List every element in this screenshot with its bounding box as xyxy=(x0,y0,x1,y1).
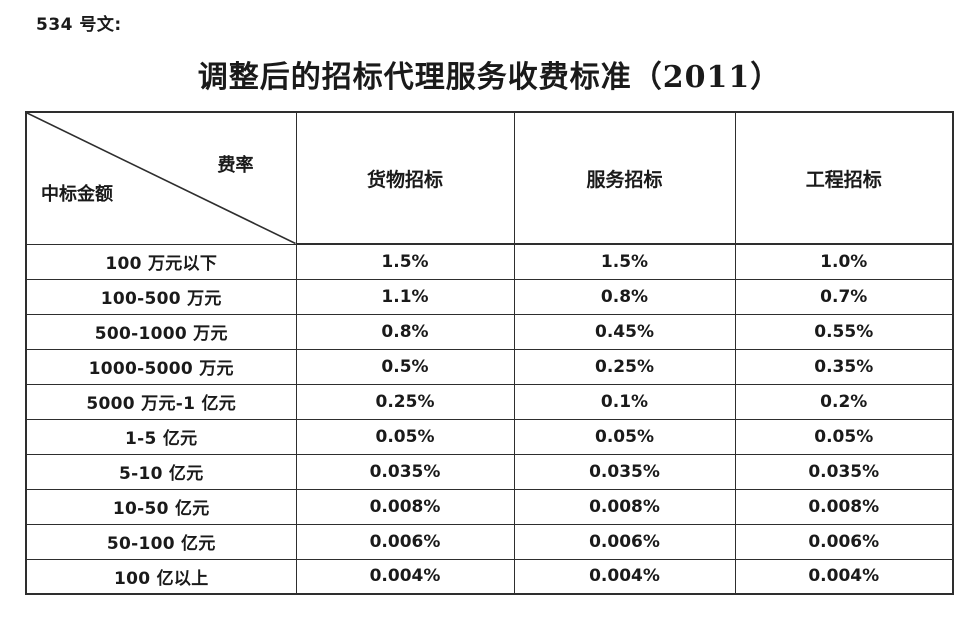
fee-value-services: 0.004% xyxy=(513,558,736,595)
table-row: 100 亿以上 0.004% 0.004% 0.004% xyxy=(25,558,954,595)
amount-tier-label: 1-5 亿元 xyxy=(25,418,297,455)
fee-value-goods: 0.004% xyxy=(295,558,515,595)
fee-value-services: 0.8% xyxy=(513,278,736,315)
fee-value-goods: 1.5% xyxy=(295,243,515,280)
amount-tier-label: 100-500 万元 xyxy=(25,278,297,315)
fee-value-engineering: 0.006% xyxy=(734,523,954,560)
fee-value-engineering: 0.008% xyxy=(734,488,954,525)
fee-value-services: 0.45% xyxy=(513,313,736,350)
corner-label-rate: 费率 xyxy=(217,155,254,176)
fee-value-services: 0.05% xyxy=(513,418,736,455)
table-row: 100-500 万元 1.1% 0.8% 0.7% xyxy=(25,278,954,315)
fee-value-engineering: 0.2% xyxy=(734,383,954,420)
fee-value-engineering: 0.05% xyxy=(734,418,954,455)
fee-value-goods: 0.5% xyxy=(295,348,515,385)
table-row: 10-50 亿元 0.008% 0.008% 0.008% xyxy=(25,488,954,525)
table-row: 5000 万元-1 亿元 0.25% 0.1% 0.2% xyxy=(25,383,954,420)
fee-value-engineering: 0.35% xyxy=(734,348,954,385)
fee-rate-table: 费率 中标金额 货物招标 服务招标 工程招标 100 万元以下 1.5% 1.5… xyxy=(25,111,954,595)
amount-tier-label: 1000-5000 万元 xyxy=(25,348,297,385)
doc-number-label: 534 号文: xyxy=(36,15,122,35)
fee-value-services: 0.25% xyxy=(513,348,736,385)
amount-tier-label: 100 亿以上 xyxy=(25,558,297,595)
fee-value-engineering: 1.0% xyxy=(734,243,954,280)
fee-value-engineering: 0.035% xyxy=(734,453,954,490)
column-header-services: 服务招标 xyxy=(513,111,736,245)
fee-value-services: 0.008% xyxy=(513,488,736,525)
table-row: 500-1000 万元 0.8% 0.45% 0.55% xyxy=(25,313,954,350)
amount-tier-label: 5-10 亿元 xyxy=(25,453,297,490)
fee-value-services: 0.035% xyxy=(513,453,736,490)
table-header-row: 费率 中标金额 货物招标 服务招标 工程招标 xyxy=(25,111,954,245)
fee-value-goods: 0.008% xyxy=(295,488,515,525)
corner-label-amount: 中标金额 xyxy=(41,183,113,205)
fee-value-engineering: 0.7% xyxy=(734,278,954,315)
fee-value-services: 0.006% xyxy=(513,523,736,560)
fee-value-engineering: 0.55% xyxy=(734,313,954,350)
amount-tier-label: 10-50 亿元 xyxy=(25,488,297,525)
fee-value-goods: 1.1% xyxy=(295,278,515,315)
fee-value-goods: 0.25% xyxy=(295,383,515,420)
corner-header-cell: 费率 中标金额 xyxy=(25,111,297,245)
fee-value-services: 1.5% xyxy=(513,243,736,280)
diagonal-divider-line xyxy=(27,113,296,244)
fee-value-engineering: 0.004% xyxy=(734,558,954,595)
amount-tier-label: 100 万元以下 xyxy=(25,243,297,280)
table-row: 100 万元以下 1.5% 1.5% 1.0% xyxy=(25,243,954,280)
fee-value-goods: 0.05% xyxy=(295,418,515,455)
table-row: 1-5 亿元 0.05% 0.05% 0.05% xyxy=(25,418,954,455)
fee-value-goods: 0.8% xyxy=(295,313,515,350)
table-row: 50-100 亿元 0.006% 0.006% 0.006% xyxy=(25,523,954,560)
amount-tier-label: 500-1000 万元 xyxy=(25,313,297,350)
fee-value-services: 0.1% xyxy=(513,383,736,420)
column-header-engineering: 工程招标 xyxy=(734,111,954,245)
amount-tier-label: 5000 万元-1 亿元 xyxy=(25,383,297,420)
table-row: 5-10 亿元 0.035% 0.035% 0.035% xyxy=(25,453,954,490)
amount-tier-label: 50-100 亿元 xyxy=(25,523,297,560)
page-title: 调整后的招标代理服务收费标准（2011） xyxy=(197,60,782,95)
fee-value-goods: 0.006% xyxy=(295,523,515,560)
column-header-goods: 货物招标 xyxy=(295,111,515,245)
table-row: 1000-5000 万元 0.5% 0.25% 0.35% xyxy=(25,348,954,385)
fee-value-goods: 0.035% xyxy=(295,453,515,490)
